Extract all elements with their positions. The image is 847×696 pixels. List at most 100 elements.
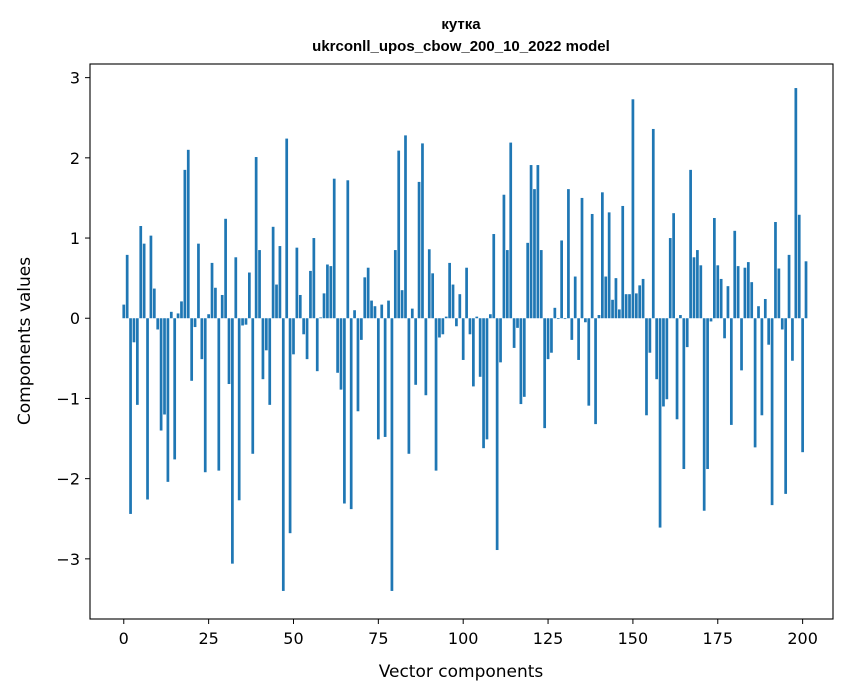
bar — [526, 242, 530, 319]
bar — [580, 197, 584, 319]
bar — [217, 318, 221, 471]
bar — [685, 318, 689, 348]
bar — [163, 318, 166, 415]
bar — [431, 273, 435, 319]
bar — [682, 318, 686, 470]
bar — [298, 294, 302, 319]
bar — [563, 318, 567, 320]
bar — [624, 294, 628, 319]
bar — [390, 318, 394, 591]
bar — [186, 149, 190, 319]
bar — [665, 318, 669, 400]
bar — [343, 318, 346, 504]
bar — [254, 157, 258, 319]
y-tick-label: −3 — [56, 550, 80, 569]
bar — [702, 318, 706, 511]
y-tick-label: −2 — [56, 470, 80, 489]
plot-frame — [89, 63, 834, 620]
bar — [387, 300, 390, 319]
x-axis-label: Vector components — [379, 662, 544, 682]
bar — [519, 318, 523, 405]
bar — [723, 318, 726, 339]
bar — [784, 318, 788, 494]
bar — [224, 218, 227, 319]
bar — [275, 284, 278, 319]
bar — [746, 262, 750, 319]
bar — [353, 310, 356, 319]
bar — [804, 261, 808, 319]
bar — [658, 318, 662, 528]
bar — [166, 318, 170, 482]
bar — [248, 272, 251, 319]
bar — [502, 194, 506, 319]
bar — [190, 318, 194, 381]
bar — [533, 189, 536, 319]
bar — [407, 318, 411, 454]
bar — [536, 165, 540, 319]
bar — [261, 318, 265, 380]
bar — [550, 318, 553, 353]
bar — [244, 318, 248, 325]
bar — [505, 250, 509, 319]
bar — [801, 318, 804, 453]
bar — [241, 318, 244, 326]
bar — [370, 300, 373, 319]
bar — [258, 250, 261, 319]
bar — [421, 143, 424, 319]
bar — [349, 318, 353, 510]
bar — [268, 318, 272, 405]
x-tick-label: 200 — [787, 629, 818, 648]
bar — [448, 262, 451, 319]
bar — [753, 318, 757, 448]
bar — [183, 169, 187, 319]
x-tick-label: 75 — [368, 629, 388, 648]
bar — [763, 298, 767, 319]
bar — [709, 318, 713, 322]
bar — [319, 317, 322, 319]
x-tick-label: 100 — [448, 629, 479, 648]
bar — [410, 308, 414, 319]
bar — [231, 318, 234, 564]
bar — [380, 304, 384, 319]
y-axis-label: Components values — [15, 257, 35, 425]
bar — [777, 268, 781, 319]
x-tick-label: 150 — [618, 629, 649, 648]
x-tick-label: 25 — [198, 629, 218, 648]
bar — [780, 318, 784, 330]
bar — [292, 318, 295, 355]
bar — [617, 309, 621, 319]
bar — [522, 318, 526, 397]
bar — [288, 318, 292, 534]
bar — [757, 306, 760, 319]
bar — [499, 318, 502, 363]
bar — [468, 318, 472, 335]
bar — [560, 240, 563, 319]
bar — [220, 294, 224, 319]
bar — [135, 318, 139, 405]
bar — [264, 318, 268, 351]
bar — [441, 318, 445, 335]
bar — [339, 318, 343, 390]
bar — [356, 318, 360, 412]
bar — [234, 257, 238, 319]
bar — [373, 306, 377, 319]
bar — [180, 301, 183, 319]
bar — [716, 265, 720, 319]
bar — [719, 278, 723, 319]
bar — [516, 318, 519, 328]
x-tick-label: 175 — [702, 629, 733, 648]
bar — [309, 270, 312, 319]
bar — [237, 318, 241, 501]
bar — [156, 318, 160, 330]
y-tick-label: 0 — [70, 309, 80, 328]
bar — [461, 318, 465, 360]
bar — [634, 293, 638, 319]
bar — [482, 318, 485, 449]
bar — [458, 294, 462, 319]
bar — [251, 318, 255, 454]
bar — [478, 318, 482, 377]
bar — [149, 235, 153, 319]
bar — [400, 290, 404, 319]
bar — [696, 250, 699, 319]
bar — [203, 318, 207, 473]
